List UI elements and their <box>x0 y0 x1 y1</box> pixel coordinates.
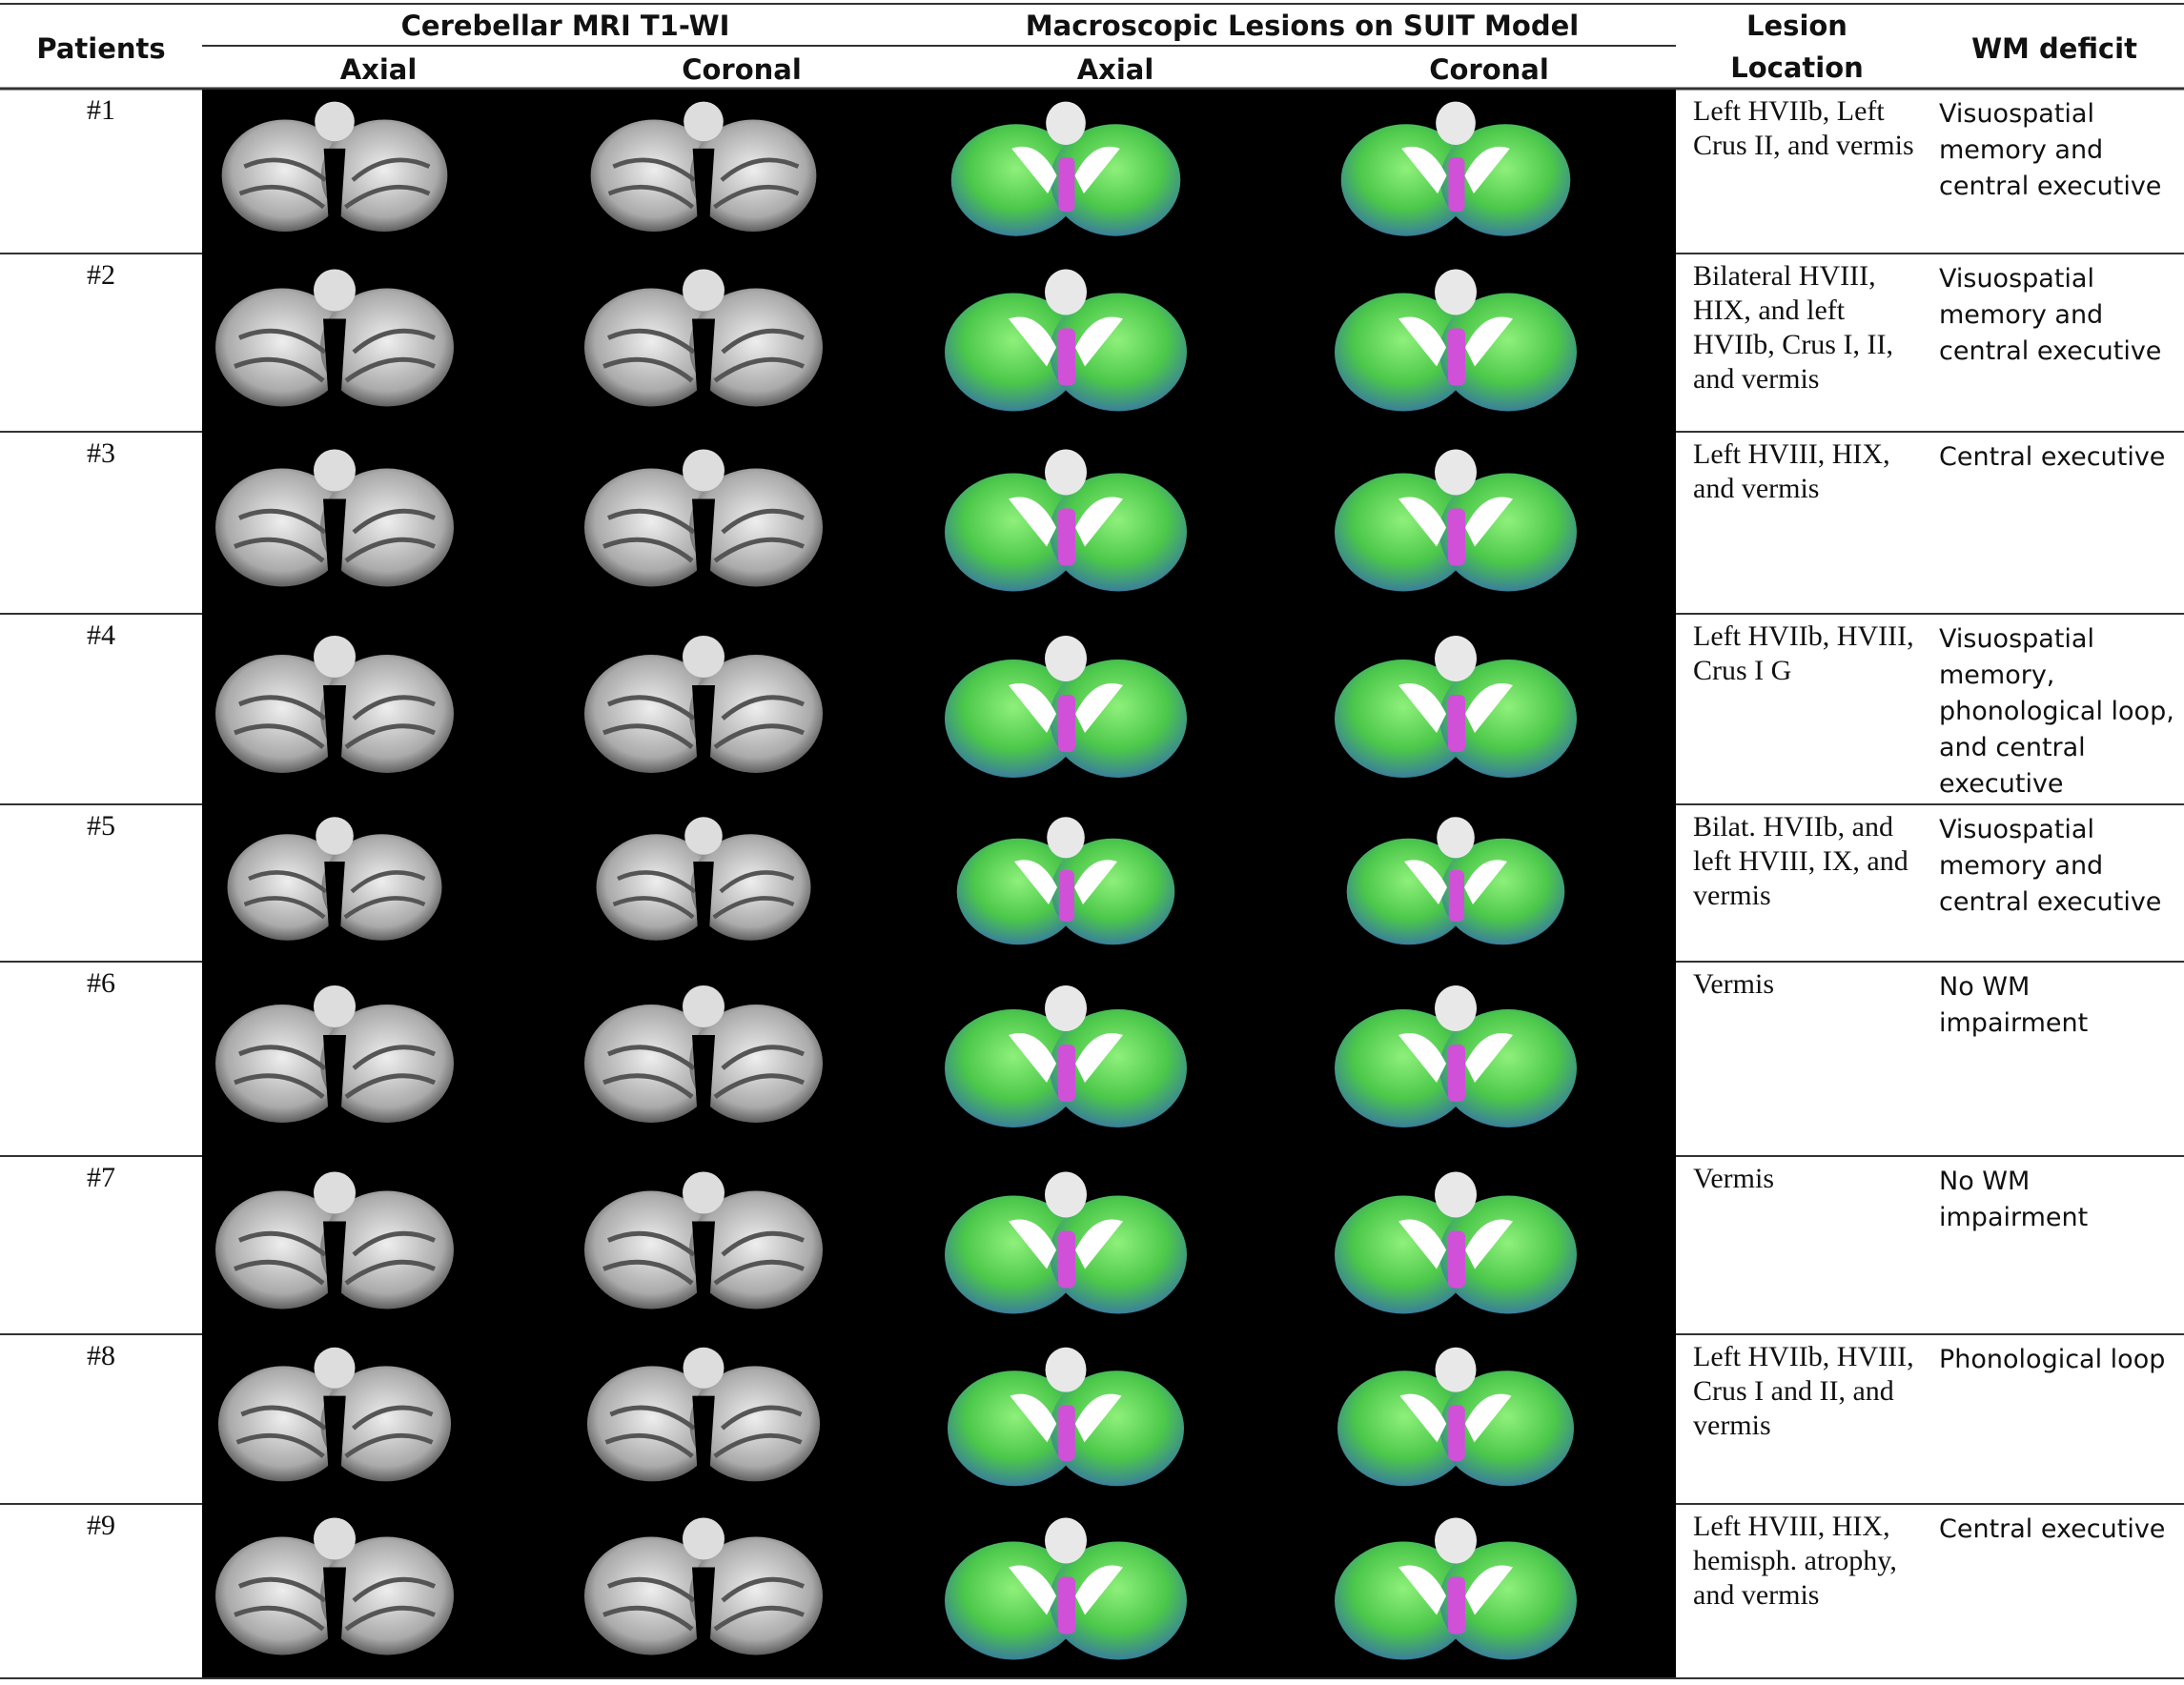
header-cell: Location <box>1730 51 1864 84</box>
lesion-location: Vermis <box>1693 968 1774 1000</box>
lesion-location: Bilat. HVIIb, and left HVIII, IX, and ve… <box>1693 811 1908 911</box>
wm-deficit: Visuospatial memory and central executiv… <box>1939 815 2162 917</box>
subheader-cell: Coronal <box>1429 53 1549 86</box>
wm-deficit: Central executive <box>1939 442 2166 472</box>
patient-id: #2 <box>87 259 115 291</box>
wm-deficit: Visuospatial memory and central executiv… <box>1939 264 2162 366</box>
patient-id: #4 <box>87 619 115 651</box>
subheader-cell: Coronal <box>682 53 802 86</box>
patient-id: #3 <box>87 437 115 469</box>
wm-deficit: No WM impairment <box>1939 972 2089 1038</box>
patient-id: #1 <box>87 94 115 126</box>
lesion-location: Left HVIIb, Left Crus II, and vermis <box>1693 95 1914 161</box>
header-cell: Lesion <box>1746 10 1847 42</box>
wm-deficit: No WM impairment <box>1939 1167 2089 1232</box>
lesion-location: Left HVIIb, HVIII, Crus I G <box>1693 620 1914 686</box>
patient-id: #5 <box>87 810 115 842</box>
patient-id: #6 <box>87 967 115 999</box>
patient-id: #8 <box>87 1340 115 1371</box>
lesion-location: Vermis <box>1693 1163 1774 1194</box>
lesion-location: Left HVIII, HIX, and vermis <box>1693 438 1890 504</box>
subheader-cell: Axial <box>1076 53 1154 86</box>
patient-id: #9 <box>87 1510 115 1541</box>
header-cell: Macroscopic Lesions on SUIT Model <box>1025 10 1580 42</box>
header-cell: Patients <box>36 32 166 65</box>
lesion-location: Left HVIIb, HVIII, Crus I and II, and ve… <box>1693 1341 1914 1441</box>
lesion-location: Left HVIII, HIX, hemisph. atrophy, and v… <box>1693 1511 1897 1611</box>
wm-deficit: Phonological loop <box>1939 1345 2166 1374</box>
subheader-cell: Axial <box>339 53 418 86</box>
wm-deficit: Visuospatial memory, phonological loop, … <box>1939 624 2174 799</box>
wm-deficit: Central executive <box>1939 1514 2166 1544</box>
header-cell: WM deficit <box>1971 32 2137 65</box>
patient-id: #7 <box>87 1162 115 1193</box>
lesion-location: Bilateral HVIII, HIX, and left HVIIb, Cr… <box>1693 260 1893 395</box>
header-cell: Cerebellar MRI T1-WI <box>400 10 730 42</box>
wm-deficit: Visuospatial memory and central executiv… <box>1939 99 2162 201</box>
